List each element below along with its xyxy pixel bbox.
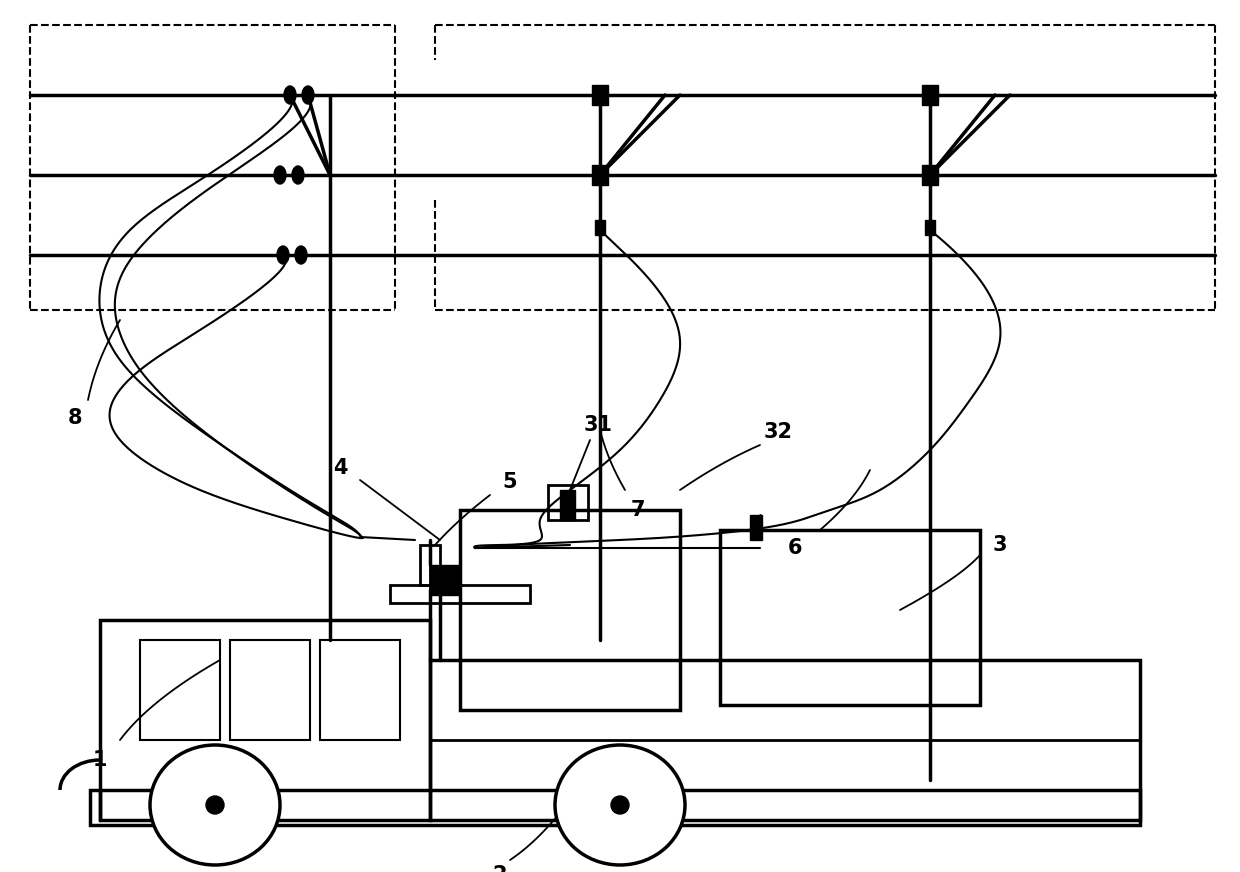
Bar — [720, 530, 980, 705]
Bar — [460, 510, 680, 710]
Text: 1: 1 — [93, 750, 107, 770]
Text: 2: 2 — [492, 865, 507, 872]
Bar — [925, 220, 935, 235]
Bar — [91, 790, 1140, 825]
Bar — [391, 585, 529, 603]
Text: 6: 6 — [787, 538, 802, 558]
Ellipse shape — [295, 246, 308, 264]
Ellipse shape — [206, 796, 224, 814]
Ellipse shape — [303, 86, 314, 104]
Bar — [560, 490, 575, 520]
Bar — [548, 485, 588, 520]
Bar — [923, 85, 937, 105]
Ellipse shape — [150, 745, 280, 865]
Bar — [430, 740, 1140, 790]
Text: 5: 5 — [502, 472, 517, 492]
Bar — [591, 85, 608, 105]
Bar — [430, 565, 460, 595]
Text: 7: 7 — [631, 500, 645, 520]
Ellipse shape — [274, 166, 286, 184]
Bar — [420, 545, 440, 585]
Bar — [229, 640, 310, 740]
Text: 31: 31 — [584, 415, 613, 435]
Text: 32: 32 — [764, 422, 792, 442]
Bar — [591, 165, 608, 185]
Text: 3: 3 — [993, 535, 1007, 555]
Bar — [923, 165, 937, 185]
Ellipse shape — [291, 166, 304, 184]
Bar — [100, 620, 430, 820]
Ellipse shape — [284, 86, 296, 104]
Text: 8: 8 — [68, 408, 82, 428]
Bar — [750, 515, 763, 540]
Ellipse shape — [611, 796, 629, 814]
Bar — [595, 220, 605, 235]
Text: 4: 4 — [332, 458, 347, 478]
Bar — [140, 640, 219, 740]
Bar — [320, 640, 401, 740]
Ellipse shape — [277, 246, 289, 264]
Bar — [430, 660, 1140, 820]
Ellipse shape — [556, 745, 684, 865]
